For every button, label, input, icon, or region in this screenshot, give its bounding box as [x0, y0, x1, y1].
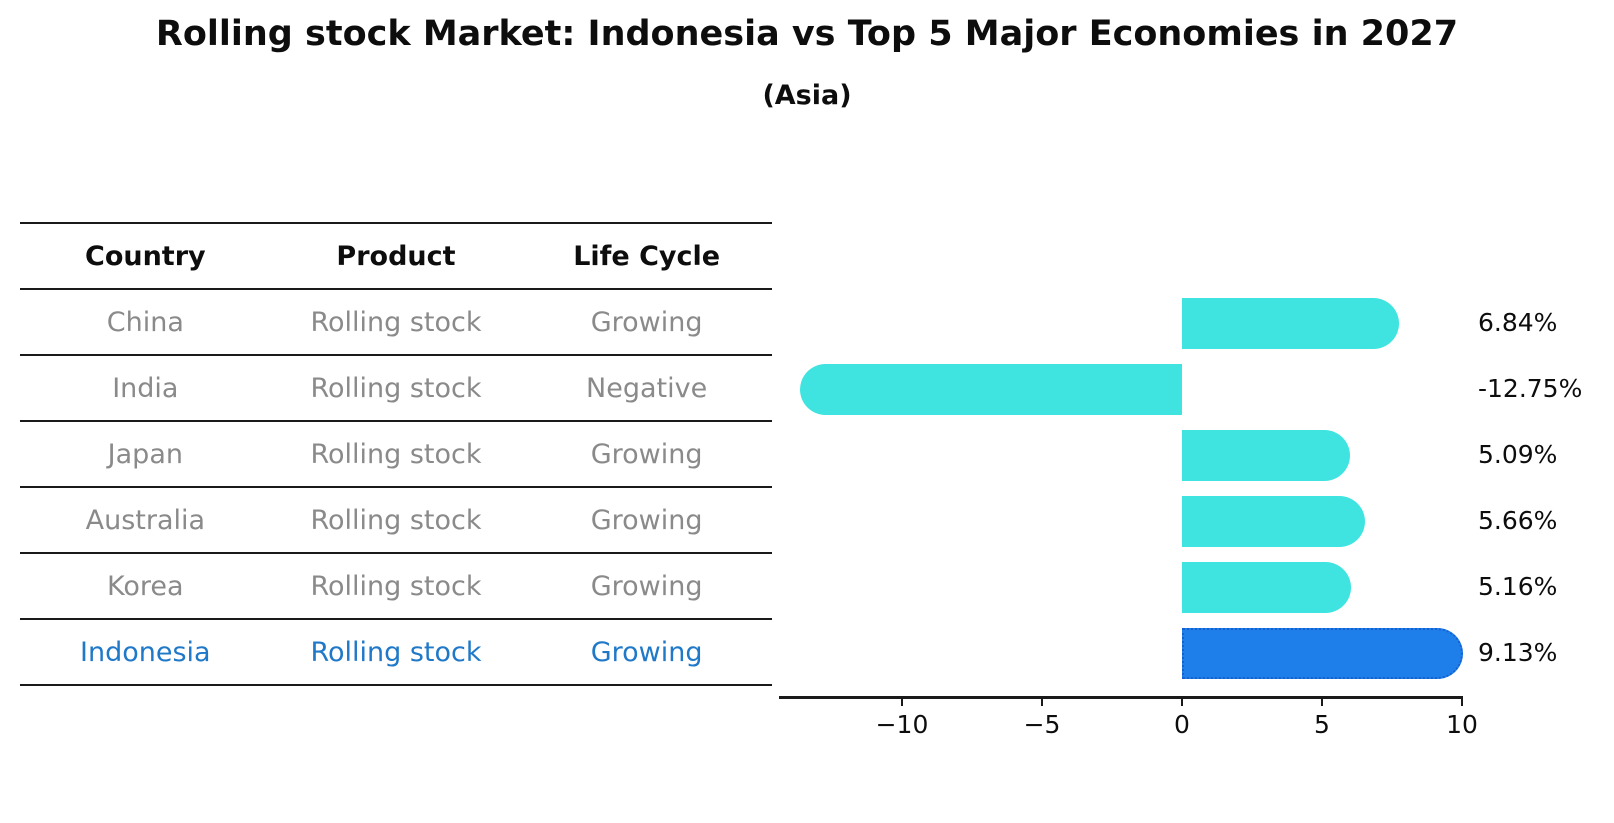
x-tick-label-10: 10	[1446, 710, 1478, 739]
value-label-japan: 5.09%	[1478, 440, 1558, 469]
cell-life-cycle-australia: Growing	[590, 504, 703, 536]
comparison-table: Country Product Life Cycle China Rolling …	[20, 222, 772, 686]
bar-china	[1182, 297, 1399, 349]
cell-country-korea: Korea	[107, 570, 184, 602]
x-tick-label--10: −10	[875, 710, 929, 739]
cell-product-korea: Rolling stock	[310, 570, 482, 602]
x-tick-0	[1181, 697, 1183, 706]
x-tick--10	[901, 697, 903, 706]
cell-country-india: India	[112, 372, 179, 404]
table-row-china: China Rolling stock Growing	[20, 290, 772, 356]
column-header-life-cycle: Life Cycle	[573, 240, 721, 272]
page-title: Rolling stock Market: Indonesia vs Top 5…	[155, 14, 1459, 54]
cell-product-indonesia: Rolling stock	[310, 636, 482, 668]
x-tick-5	[1321, 697, 1323, 706]
table-row-indonesia: Indonesia Rolling stock Growing	[20, 620, 772, 686]
bar-korea	[1182, 561, 1352, 613]
value-label-india: -12.75%	[1478, 374, 1583, 403]
cell-country-australia: Australia	[85, 504, 206, 536]
cell-product-japan: Rolling stock	[310, 438, 482, 470]
bar-india	[800, 363, 1182, 415]
table-row-india: India Rolling stock Negative	[20, 356, 772, 422]
cell-country-indonesia: Indonesia	[80, 636, 211, 668]
cell-country-japan: Japan	[107, 438, 183, 470]
page-subtitle: (Asia)	[762, 80, 852, 111]
cell-product-australia: Rolling stock	[310, 504, 482, 536]
bar-japan	[1182, 429, 1350, 481]
table-row-australia: Australia Rolling stock Growing	[20, 488, 772, 554]
value-label-china: 6.84%	[1478, 308, 1558, 337]
cell-country-china: China	[106, 306, 184, 338]
table-header-row: Country Product Life Cycle	[20, 222, 772, 290]
x-tick-10	[1461, 697, 1463, 706]
column-header-product: Product	[336, 240, 456, 272]
x-tick-label-5: 5	[1314, 710, 1330, 739]
cell-life-cycle-indonesia: Growing	[590, 636, 703, 668]
bar-australia	[1182, 495, 1366, 547]
value-label-indonesia: 9.13%	[1478, 638, 1558, 667]
x-tick-label--5: −5	[1023, 710, 1061, 739]
table-row-korea: Korea Rolling stock Growing	[20, 554, 772, 620]
x-axis-line	[778, 696, 1464, 699]
cell-life-cycle-korea: Growing	[590, 570, 703, 602]
table-row-japan: Japan Rolling stock Growing	[20, 422, 772, 488]
value-label-korea: 5.16%	[1478, 572, 1558, 601]
x-tick-label-0: 0	[1174, 710, 1190, 739]
table-body: China Rolling stock Growing India Rolling st…	[20, 290, 772, 686]
cell-life-cycle-india: Negative	[586, 372, 708, 404]
column-header-country: Country	[85, 240, 206, 272]
x-tick--5	[1041, 697, 1043, 706]
cell-product-china: Rolling stock	[310, 306, 482, 338]
cell-life-cycle-japan: Growing	[590, 438, 703, 470]
cell-life-cycle-china: Growing	[590, 306, 703, 338]
value-label-australia: 5.66%	[1478, 506, 1558, 535]
bar-indonesia	[1182, 627, 1463, 679]
cell-product-india: Rolling stock	[310, 372, 482, 404]
